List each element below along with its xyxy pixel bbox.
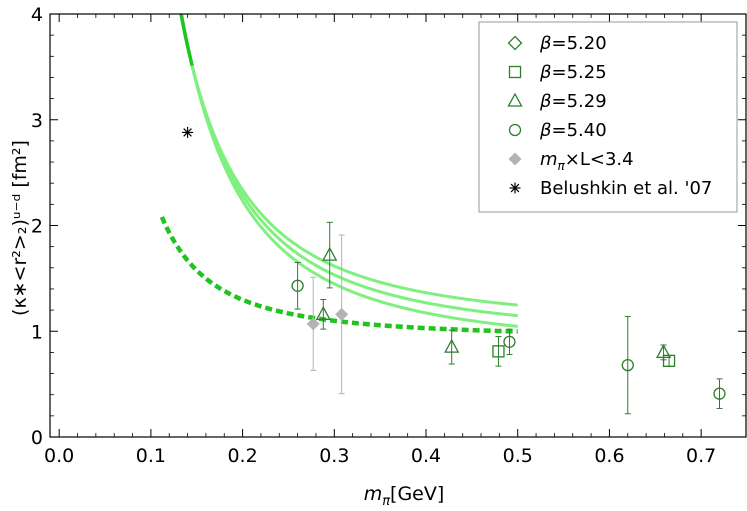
legend-label-subscript: π xyxy=(558,159,566,173)
star-marker-stroke xyxy=(183,128,192,137)
x-axis-label-symbol: m xyxy=(364,483,383,505)
legend-label-symbol: β xyxy=(539,91,552,112)
band-center-curve xyxy=(179,14,518,318)
y-tick-label: 4 xyxy=(31,4,43,26)
circle-marker xyxy=(508,123,522,137)
x-tick-label: 0.2 xyxy=(227,445,257,467)
x-tick-label: 0.0 xyxy=(44,445,74,467)
legend-entry: β=5.29 xyxy=(507,91,607,112)
y-tick-label: 0 xyxy=(31,427,43,449)
data-point xyxy=(655,344,672,361)
filled-diamond-marker xyxy=(335,307,349,321)
triangle-marker xyxy=(507,92,523,107)
legend-label-symbol: β xyxy=(539,120,552,141)
x-tick-label: 0.7 xyxy=(686,445,716,467)
fit-curves xyxy=(159,14,518,334)
x-tick-label: 0.5 xyxy=(503,445,533,467)
legend-label: mπ×L<3.4 xyxy=(540,149,634,173)
legend-label-symbol: β xyxy=(539,33,552,54)
square-marker xyxy=(492,345,505,358)
axis-ticks: 0.0 0.1 0.2 0.3 0.4 0.5 0.6 0.7 0 1 2 3 4 xyxy=(31,4,746,467)
triangle-marker xyxy=(315,305,331,320)
data-point xyxy=(621,315,634,415)
circle-marker xyxy=(621,358,634,372)
legend-label-text: =5.20 xyxy=(552,33,607,54)
band-lower-curve xyxy=(179,14,518,328)
triangle-marker xyxy=(322,246,338,261)
y-axis-label: (κ∗<r²>₂)ᵘ⁻ᵈ [fm²] xyxy=(9,140,31,316)
x-tick-label: 0.1 xyxy=(136,445,166,467)
data-point xyxy=(306,276,320,371)
legend-entry: β=5.20 xyxy=(507,33,607,54)
data-point xyxy=(713,378,726,409)
data-point xyxy=(315,299,331,330)
square-marker xyxy=(508,65,522,79)
filled-diamond-marker xyxy=(508,152,522,166)
data-point xyxy=(492,336,505,367)
legend-label-text: =5.25 xyxy=(552,62,607,83)
legend-label: Belushkin et al. '07 xyxy=(540,178,712,199)
filled-diamond-marker xyxy=(306,317,320,331)
circle-marker xyxy=(713,387,726,400)
x-tick-label: 0.3 xyxy=(319,445,349,467)
circle-marker xyxy=(291,279,304,292)
legend-label-text: =5.29 xyxy=(552,91,607,112)
triangle-marker xyxy=(655,344,672,359)
legend-entry: Belushkin et al. '07 xyxy=(509,178,712,199)
legend-label-symbol: m xyxy=(540,149,558,170)
x-tick-label: 0.6 xyxy=(594,445,624,467)
star-marker-stroke xyxy=(510,183,520,193)
y-tick-label: 2 xyxy=(31,216,43,238)
data-point xyxy=(322,221,338,289)
data-point xyxy=(503,328,516,356)
x-axis-label: mπ[GeV] xyxy=(364,483,445,509)
legend-label-text: ×L<3.4 xyxy=(565,149,634,170)
band-upper-curve xyxy=(179,14,518,307)
legend-entry: β=5.25 xyxy=(508,62,607,83)
circle-marker xyxy=(503,335,516,348)
x-tick-label: 0.4 xyxy=(411,445,441,467)
legend-label: β=5.29 xyxy=(539,91,607,112)
y-tick-label: 1 xyxy=(31,321,43,343)
data-point xyxy=(335,234,349,395)
legend-label-symbol: β xyxy=(539,62,552,83)
triangle-marker xyxy=(444,338,460,353)
legend-label-text: Belushkin et al. '07 xyxy=(540,178,712,199)
legend-label: β=5.25 xyxy=(539,62,607,83)
data-point xyxy=(182,126,194,138)
legend-entry: β=5.40 xyxy=(508,120,607,141)
diamond-marker xyxy=(507,35,523,51)
legend-entry: mπ×L<3.4 xyxy=(508,149,634,173)
legend-label-text: =5.40 xyxy=(552,120,607,141)
band-dark-segment xyxy=(179,14,194,66)
x-axis-label-unit: [GeV] xyxy=(390,483,444,505)
legend-box xyxy=(478,21,738,213)
legend-label: β=5.40 xyxy=(539,120,607,141)
data-points xyxy=(182,126,726,415)
data-point xyxy=(444,329,460,365)
x-axis-label-subscript: π xyxy=(382,494,390,509)
legend: β=5.20β=5.25β=5.29β=5.40mπ×L<3.4Belushki… xyxy=(478,21,738,213)
legend-label: β=5.20 xyxy=(539,33,607,54)
data-point xyxy=(291,262,304,310)
y-tick-label: 3 xyxy=(31,110,43,132)
